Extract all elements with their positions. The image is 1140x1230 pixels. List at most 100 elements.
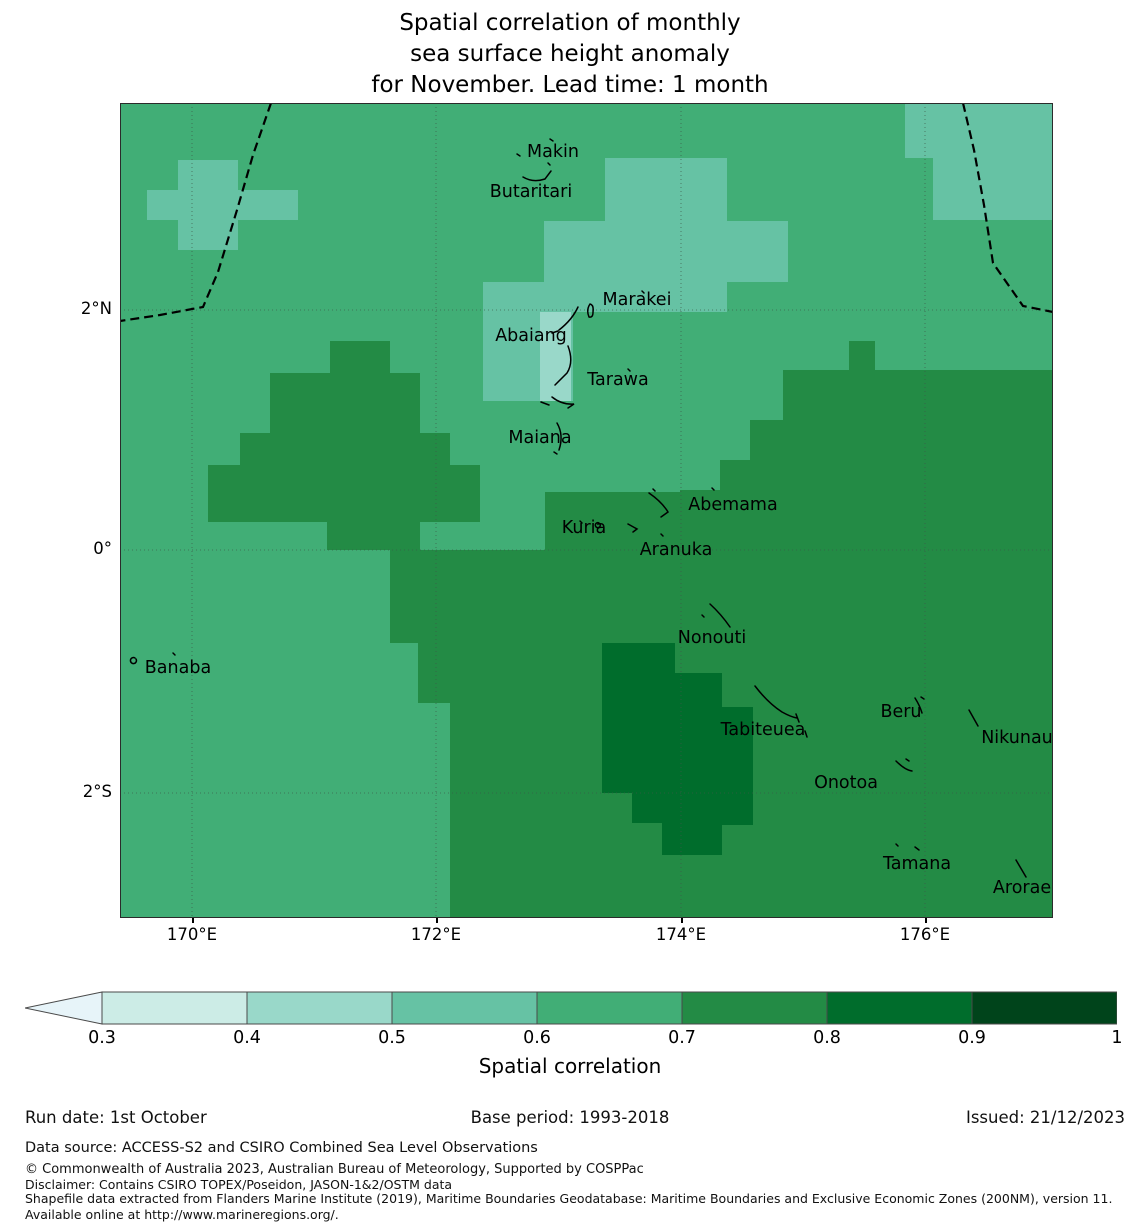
correlation-region — [270, 373, 420, 433]
title-line-2: sea surface height anomaly — [410, 41, 730, 67]
data-source: Data source: ACCESS-S2 and CSIRO Combine… — [25, 1140, 538, 1156]
colorbar-tick-label: 0.6 — [523, 1028, 551, 1048]
x-tick-label: 170°E — [166, 925, 218, 944]
correlation-region — [602, 643, 675, 793]
run-date: Run date: 1st October — [25, 1108, 207, 1127]
colorbar — [25, 991, 1117, 1025]
correlation-region — [750, 420, 1053, 460]
colorbar-bin — [826, 991, 973, 1025]
island-outline — [516, 138, 554, 157]
correlation-region — [933, 158, 1053, 220]
island-label: Arorae — [993, 878, 1051, 898]
island-outline — [895, 758, 913, 772]
map-svg: Makin Butaritari Marakei Abaiang Tarawa Maian… — [120, 103, 1053, 918]
colorbar-tick-label: 0.4 — [233, 1028, 261, 1048]
island-outline — [968, 709, 979, 727]
colorbar-under-arrow — [25, 991, 103, 1025]
colorbar-bin — [391, 991, 538, 1025]
correlation-region — [540, 312, 571, 401]
x-tick-mark — [925, 918, 927, 923]
colorbar-bin — [101, 991, 248, 1025]
island-outline — [129, 652, 176, 665]
x-tick-label: 174°E — [655, 925, 707, 944]
issued-date: Issued: 21/12/2023 — [965, 1108, 1125, 1127]
correlation-region — [327, 522, 420, 550]
island-outline — [627, 523, 664, 537]
island-outline — [540, 345, 631, 409]
correlation-region — [849, 341, 875, 370]
y-tick-label: 2°N — [80, 299, 112, 318]
island-outline — [551, 306, 579, 334]
chart-title: Spatial correlation of monthly sea surfa… — [0, 8, 1140, 101]
x-tick-label: 176°E — [899, 925, 951, 944]
correlation-region — [722, 707, 753, 825]
map-frame — [120, 103, 1053, 918]
y-tick-label: 2°S — [82, 782, 112, 801]
y-tick-label: 0° — [93, 539, 112, 558]
island-outline — [553, 422, 562, 455]
colorbar-tick-label: 0.8 — [813, 1028, 841, 1048]
island-label: Marakei — [603, 290, 672, 310]
island-label: Maiana — [508, 428, 571, 448]
correlation-region — [483, 282, 727, 312]
island-label: Tabiteuea — [720, 720, 806, 740]
correlation-region — [450, 703, 545, 918]
correlation-region — [632, 793, 722, 823]
eez-boundary-line — [120, 103, 273, 323]
colorbar-bin — [971, 991, 1117, 1025]
island-label: Beru — [880, 702, 921, 722]
base-period: Base period: 1993-2018 — [470, 1108, 670, 1127]
island-outline — [586, 290, 645, 318]
island-outline — [754, 685, 808, 738]
island-outline — [648, 487, 715, 518]
island-label: Banaba — [145, 658, 211, 678]
island-label: Abaiang — [495, 326, 567, 346]
correlation-region — [240, 433, 450, 465]
island-outline — [701, 603, 731, 628]
island-outline — [1015, 859, 1027, 878]
correlation-region — [662, 823, 722, 855]
island-label: Nikunau — [981, 728, 1053, 748]
shapefile-credit: Shapefile data extracted from Flanders M… — [25, 1191, 1113, 1222]
correlation-region — [680, 490, 1053, 918]
island-label: Abemama — [688, 495, 777, 515]
correlation-region — [605, 158, 727, 221]
island-label: Butaritari — [490, 182, 572, 202]
island-label: Tarawa — [586, 370, 648, 390]
eez-boundary-line — [961, 103, 1053, 314]
x-tick-mark — [436, 918, 438, 923]
island-label: Makin — [527, 142, 579, 162]
colorbar-bin — [246, 991, 393, 1025]
x-tick-label: 172°E — [410, 925, 462, 944]
copyright: © Commonwealth of Australia 2023, Austra… — [25, 1162, 644, 1177]
colorbar-tick-label: 0.3 — [88, 1028, 116, 1048]
island-outline — [914, 696, 925, 714]
correlation-region — [390, 550, 545, 643]
colorbar-label: Spatial correlation — [478, 1054, 662, 1078]
x-tick-mark — [192, 918, 194, 923]
island-outline — [522, 162, 552, 182]
colorbar-bin — [681, 991, 828, 1025]
correlation-region — [418, 643, 545, 703]
correlation-region — [147, 190, 298, 220]
correlation-region — [783, 370, 1053, 420]
x-tick-mark — [681, 918, 683, 923]
island-outline — [579, 520, 602, 529]
correlation-region — [208, 465, 480, 522]
island-label: Onotoa — [814, 773, 878, 793]
colorbar-tick-label: 0.5 — [378, 1028, 406, 1048]
correlation-region — [905, 103, 1053, 158]
island-label: Kuria — [562, 518, 606, 538]
colorbar-tick-label: 0.9 — [958, 1028, 986, 1048]
correlation-region — [330, 341, 390, 373]
title-line-3: for November. Lead time: 1 month — [371, 72, 769, 98]
island-label: Nonouti — [678, 628, 746, 648]
colorbar-tick-label: 0.7 — [668, 1028, 696, 1048]
colorbar-tick-label: 1 — [1111, 1028, 1123, 1048]
title-line-1: Spatial correlation of monthly — [399, 10, 741, 36]
correlation-region — [544, 221, 788, 282]
island-label: Tamana — [882, 854, 951, 874]
colorbar-bin — [536, 991, 683, 1025]
correlation-region — [720, 460, 1053, 490]
